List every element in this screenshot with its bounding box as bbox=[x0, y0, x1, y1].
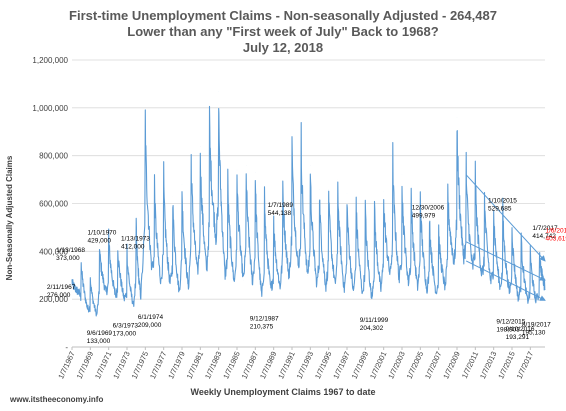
x-tick-label: 1/7/2017 bbox=[515, 350, 535, 380]
x-tick-label: 1/7/2011 bbox=[460, 350, 480, 380]
series-line bbox=[71, 105, 546, 317]
annotation-label: 1/10/2015 529,685 bbox=[488, 197, 517, 212]
x-tick-label: 1/7/1993 bbox=[295, 350, 315, 380]
chart-title: First-time Unemployment Claims - Non-sea… bbox=[0, 8, 566, 56]
x-tick-label: 1/7/2003 bbox=[386, 350, 406, 380]
annotations: 2/11/1967 276,000 1/13/1968 373,0001/10/197… bbox=[47, 197, 566, 345]
x-tick-label: 1/7/2007 bbox=[423, 350, 443, 380]
y-tick-label: 600,000 bbox=[39, 200, 68, 209]
x-tick-label: 1/7/1997 bbox=[331, 350, 351, 380]
annotation-label: 8/19/2017 195,130 bbox=[522, 321, 551, 336]
x-tick-label: 1/7/1981 bbox=[185, 350, 205, 380]
x-tick-label: 1/7/2015 bbox=[496, 350, 516, 380]
trend-arrow bbox=[465, 241, 546, 281]
trend-arrow bbox=[465, 260, 546, 301]
x-tick-label: 1/7/1983 bbox=[203, 350, 223, 380]
y-axis-label: Non-Seasonally Adjusted Claims bbox=[5, 155, 14, 280]
series-layer bbox=[71, 90, 546, 317]
x-tick-label: 1/7/1975 bbox=[130, 350, 150, 380]
y-tick-label: 800,000 bbox=[39, 152, 68, 161]
x-tick-label: 1/7/1987 bbox=[240, 350, 260, 380]
trend-arrow bbox=[465, 174, 546, 262]
annotation-label: 2/11/1967 276,000 bbox=[47, 284, 76, 299]
annotation-label: 6/3/1973 173,000 bbox=[113, 323, 139, 338]
annotation-label: 9/12/2015 198,903 bbox=[496, 318, 525, 333]
x-tick-label: 1/7/1991 bbox=[276, 350, 296, 380]
x-tick-label: 1/7/1995 bbox=[313, 350, 333, 380]
x-tick-label: 1/7/1999 bbox=[350, 350, 370, 380]
x-tick-label: 1/7/1985 bbox=[221, 350, 241, 380]
y-tick-label: 400,000 bbox=[39, 247, 68, 256]
annotation-label: 1/13/1973 412,000 bbox=[121, 235, 150, 250]
x-tick-label: 1/7/1989 bbox=[258, 350, 278, 380]
x-tick-label: 1/7/2001 bbox=[368, 350, 388, 380]
annotation-label: 1/10/1970 429,000 bbox=[88, 229, 117, 244]
x-tick-label: 1/7/1969 bbox=[75, 350, 95, 380]
x-tick-label: 1/7/2009 bbox=[441, 350, 461, 380]
annotation-label: 9/11/1999 204,302 bbox=[360, 317, 389, 332]
annotation-label: 12/30/2006 499,979 bbox=[412, 204, 445, 219]
annotation-label: 1/7/2017 414,742 bbox=[532, 225, 558, 240]
annotation-label: 9/6/1969 133,000 bbox=[87, 330, 113, 345]
x-axis-label: Weekly Unemployment Claims 1967 to date bbox=[190, 387, 376, 397]
x-tick-label: 1/7/1967 bbox=[56, 350, 76, 380]
annotation-label: 1/13/1968 373,000 bbox=[56, 247, 85, 262]
chart-title-line-1: First-time Unemployment Claims - Non-sea… bbox=[69, 8, 497, 23]
annotation-label: 6/1/1974 209,000 bbox=[138, 314, 164, 329]
annotation-label: 9/10/2016 193,291 bbox=[506, 326, 535, 341]
y-tick-label: 200,000 bbox=[39, 295, 68, 304]
x-tick-label: 1/7/2013 bbox=[478, 350, 498, 380]
x-tick-label: 1/7/1971 bbox=[93, 350, 113, 380]
trend-arrows bbox=[465, 174, 546, 301]
y-tick-label: - bbox=[65, 343, 68, 352]
chart-title-line-3: July 12, 2018 bbox=[242, 40, 324, 55]
x-tick-label: 1/7/1973 bbox=[111, 350, 131, 380]
y-tick-label: 1,200,000 bbox=[32, 56, 68, 65]
annotation-label: 1/7/1989 544,138 bbox=[268, 202, 294, 217]
annotation-label: 1/6/2018403,619 bbox=[546, 227, 566, 242]
source-credit: www.itstheeconomy.info bbox=[10, 395, 104, 404]
annotation-label: 9/12/1987 210,375 bbox=[250, 316, 279, 331]
x-tick-label: 1/7/1979 bbox=[166, 350, 186, 380]
y-tick-label: 1,000,000 bbox=[32, 104, 68, 113]
x-tick-label: 1/7/2005 bbox=[405, 350, 425, 380]
chart-title-line-2: Lower than any "First week of July" Back… bbox=[127, 24, 439, 39]
x-tick-label: 1/7/1977 bbox=[148, 350, 168, 380]
